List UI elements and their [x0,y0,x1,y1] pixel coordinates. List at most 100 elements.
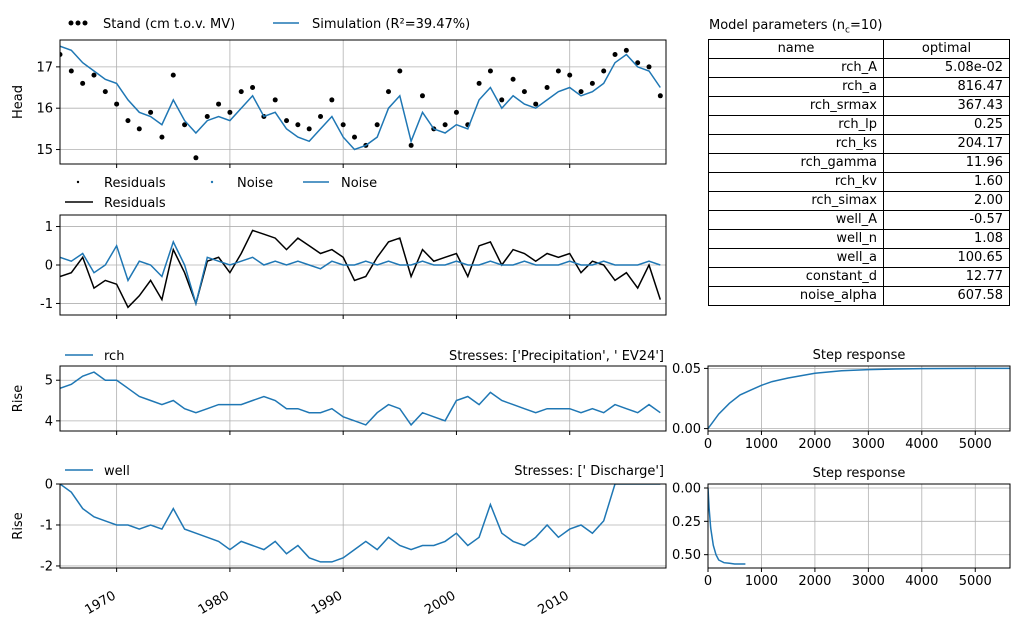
rch_step-frame [707,365,1011,432]
well-xtick-label: 1990 [309,588,345,618]
well_step-xtick-label: 5000 [959,574,992,589]
observed-point [193,155,199,161]
well-stresses-title: Stresses: [' Discharge'] [514,464,664,479]
legend-residuals-dot-label: Residuals [104,176,166,191]
observed-point [510,76,516,82]
param-name: rch_ks [708,134,884,154]
head-ytick-label: 16 [36,102,53,117]
params-row: well_A -0.57 [708,210,1010,230]
observed-point [114,101,120,107]
rch_step-xtick-label: 3000 [852,437,885,452]
legend-simulation-label: Simulation (R²=39.47%) [312,17,470,32]
well-plot-area [60,484,666,568]
rch_step-plot-area [708,366,1010,431]
params-row: well_n 1.08 [708,229,1010,249]
rch-plot-area [60,366,666,431]
observed-point [272,97,278,103]
well-ytick-label: 0 [45,478,53,493]
residuals-ytick-label: 0 [45,259,53,274]
observed-point [544,85,550,91]
rch_step-line [708,367,1010,430]
param-name: constant_d [708,267,884,287]
param-name: rch_gamma [708,153,884,173]
well-legend-label: well [104,464,130,479]
params-row: rch_srmax 367.43 [708,96,1010,116]
head-ytick-label: 15 [36,143,53,158]
param-name: rch_simax [708,191,884,211]
rch_step-ytick-label: 0.05 [672,362,701,377]
observed-point [295,122,301,128]
observed-point [136,126,142,132]
well-xtick-label: 2010 [536,588,572,618]
rch-legend-label: rch [104,349,124,364]
observed-point [589,80,595,86]
well-line [60,484,661,563]
param-value: 204.17 [883,134,1010,154]
observed-point [555,68,561,74]
observed-point [216,101,222,107]
head-axes [56,40,666,168]
observed-point [567,72,573,78]
param-name: well_n [708,229,884,249]
simulation-line [60,45,661,151]
observed-point [487,68,493,74]
observed-point [635,60,641,66]
observed-point [91,72,97,78]
well_step-xtick-label: 2000 [798,574,831,589]
observed-point [601,68,607,74]
params-row: well_a 100.65 [708,248,1010,268]
legend-observed-marker [82,20,88,26]
rch-line [60,371,661,427]
param-name: rch_kv [708,172,884,192]
legend-noise-line-label: Noise [341,176,377,191]
param-name: rch_a [708,77,884,97]
observed-point [612,51,618,57]
legend-residuals-line-label: Residuals [104,196,166,211]
param-value: 1.08 [883,229,1010,249]
residuals-frame [59,214,667,316]
observed-point [352,134,358,140]
well_step-xtick-label: 0 [704,574,712,589]
well_step-ytick-label: 0.00 [672,482,701,497]
rch-stresses-title: Stresses: ['Precipitation', ' EV24'] [449,349,664,364]
param-value: 816.47 [883,77,1010,97]
observed-point [204,113,210,119]
well-ytick-label: -1 [40,518,53,533]
param-value: 2.00 [883,191,1010,211]
observed-point [148,109,154,115]
observed-point [340,122,346,128]
rch_step-xtick-label: 0 [704,437,712,452]
observed-point [227,109,233,115]
observed-point [170,72,176,78]
params-col-optimal: optimal [883,39,1010,59]
residuals-line [60,229,662,309]
observed-point [408,142,414,148]
params-row: noise_alpha 607.58 [708,286,1010,306]
observed-point [238,89,244,95]
params-col-name: name [708,39,884,59]
well-ylabel: Rise [11,512,26,539]
legend-observed-marker [75,20,81,26]
observed-point [68,68,74,74]
observed-point [60,51,63,57]
observed-point [453,109,459,115]
well_step-xtick-label: 1000 [745,574,778,589]
observed-point [318,113,324,119]
well-ytick-label: -2 [40,559,53,574]
params-row: constant_d 12.77 [708,267,1010,287]
param-name: rch_A [708,58,884,78]
well-xtick-label: 1970 [82,588,118,618]
observed-point [250,85,256,91]
param-value: 5.08e-02 [883,58,1010,78]
param-name: rch_lp [708,115,884,135]
observed-point [476,80,482,86]
param-name: well_a [708,248,884,268]
residuals-ytick-label: 1 [45,220,53,235]
rch-ytick-label: 5 [45,374,53,389]
well_step-xtick-label: 3000 [852,574,885,589]
rch_step-axes [704,366,1010,435]
well_step-frame [707,483,1011,569]
well-xtick-label: 1980 [196,588,232,618]
param-value: 0.25 [883,115,1010,135]
